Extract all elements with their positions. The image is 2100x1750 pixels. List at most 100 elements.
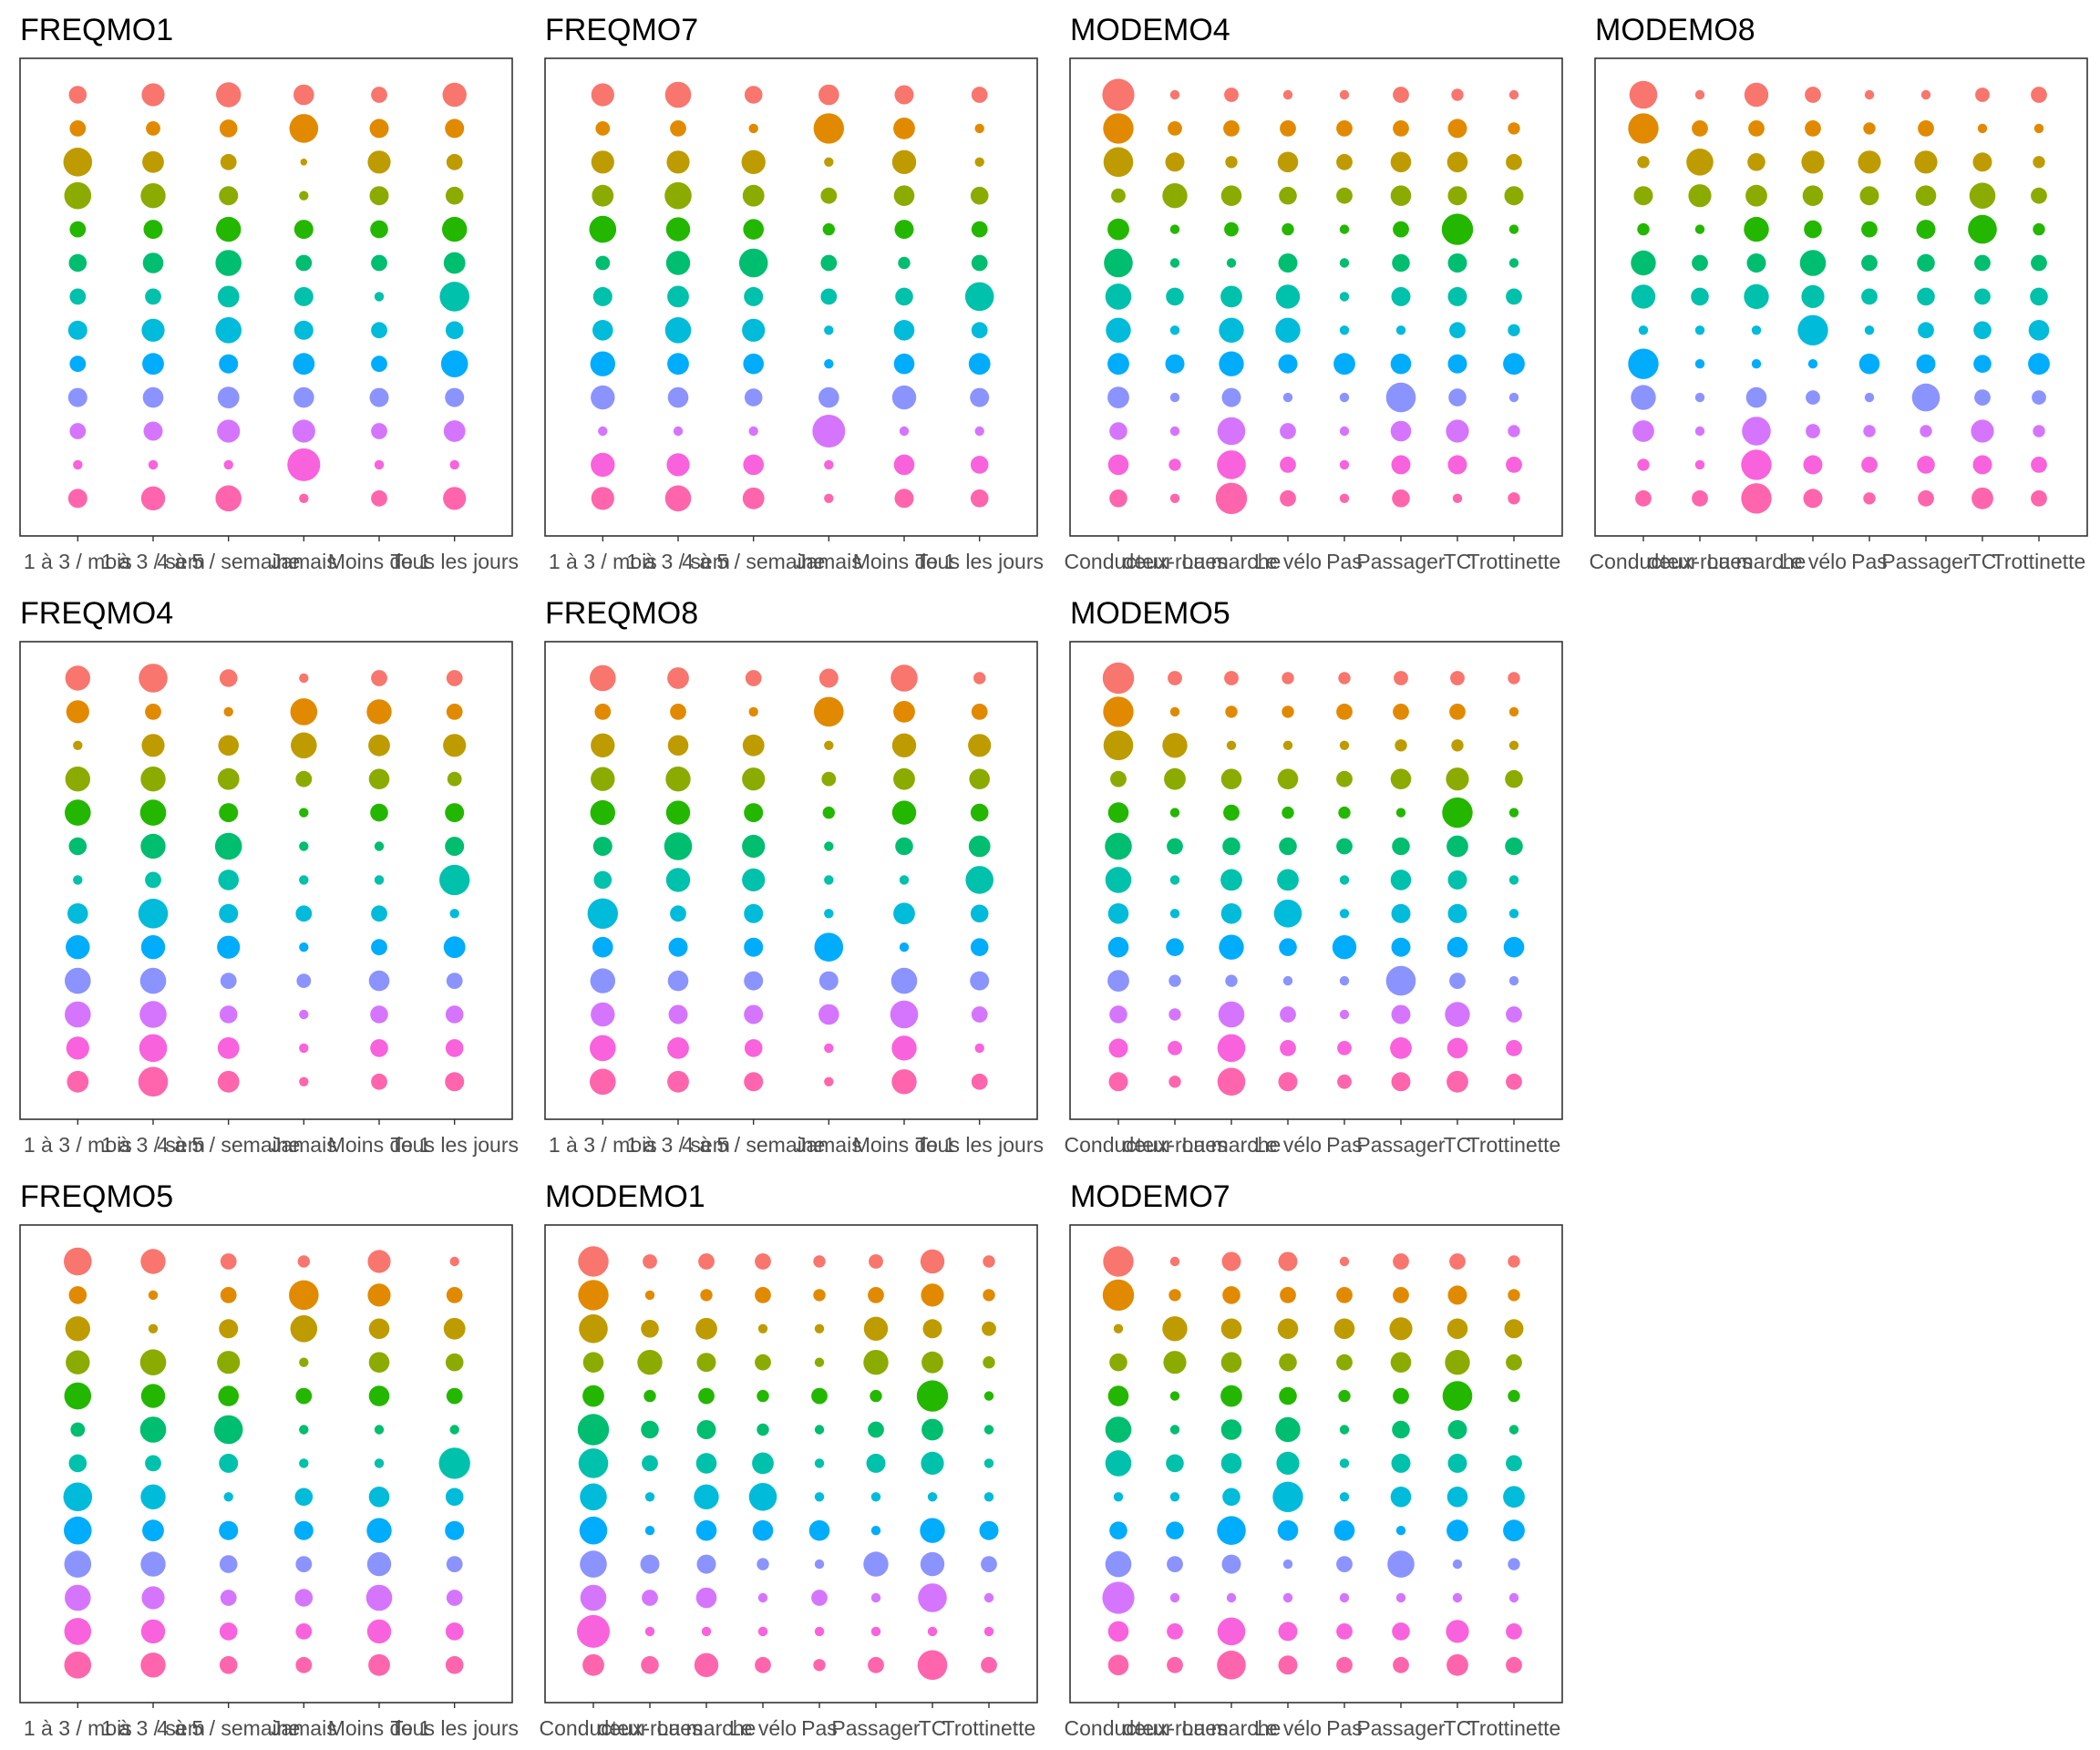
dot-3-2 — [742, 767, 766, 791]
dot-11-1 — [1167, 1623, 1183, 1640]
dot-8-4 — [1333, 353, 1355, 376]
x-tick-label: Jamais — [271, 550, 337, 573]
dot-2-0 — [1113, 1323, 1124, 1334]
dot-5-2 — [215, 250, 242, 276]
dot-2-4 — [1336, 153, 1353, 170]
dot-5-7 — [1508, 258, 1519, 268]
plot-frame — [544, 641, 1038, 1120]
dot-0-5 — [1394, 671, 1408, 685]
dot-7-3 — [1272, 1481, 1303, 1513]
dot-2-0 — [65, 1316, 91, 1342]
dot-11-4 — [1337, 1041, 1352, 1055]
dot-1-4 — [1336, 704, 1353, 720]
dot-8-3 — [1277, 1519, 1299, 1541]
dot-0-3 — [293, 84, 314, 106]
x-tick-label: Conducteur — [1065, 550, 1173, 573]
dot-3-4 — [814, 1357, 825, 1367]
dot-7-1 — [664, 317, 692, 344]
dot-3-1 — [665, 767, 691, 792]
dot-5-7 — [1508, 1425, 1519, 1435]
dot-5-5 — [1392, 1420, 1410, 1439]
dot-0-4 — [1339, 89, 1350, 100]
dot-1-5 — [1918, 120, 1934, 137]
dot-11-3 — [824, 459, 834, 470]
dot-4-4 — [1861, 221, 1878, 238]
dot-10-5 — [443, 420, 466, 442]
dot-0-4 — [894, 85, 914, 105]
dot-10-1 — [1694, 426, 1705, 437]
dot-11-7 — [2031, 457, 2047, 473]
dot-9-4 — [1339, 392, 1350, 403]
dot-4-4 — [1339, 224, 1350, 234]
dot-12-2 — [1217, 1651, 1246, 1680]
x-tick-label: 4 à 5 / semaine — [157, 1716, 300, 1740]
dot-7-2 — [744, 903, 764, 923]
dot-3-0 — [592, 184, 614, 207]
dot-3-2 — [742, 184, 765, 207]
dot-5-3 — [1799, 250, 1827, 276]
dot-4-5 — [442, 216, 468, 242]
dot-4-5 — [445, 803, 465, 823]
dot-3-5 — [1915, 185, 1937, 206]
dot-12-1 — [1168, 1076, 1181, 1088]
dot-12-4 — [368, 1653, 390, 1676]
dot-1-7 — [2033, 123, 2044, 134]
dot-6-0 — [73, 875, 83, 885]
dot-4-7 — [1508, 1389, 1520, 1403]
dot-8-3 — [293, 353, 315, 376]
dot-11-0 — [591, 452, 615, 478]
dot-10-1 — [673, 426, 684, 437]
dot-5-0 — [68, 253, 88, 273]
dot-10-5 — [446, 1590, 463, 1606]
x-tick-label: Moins de 1 — [328, 1133, 431, 1157]
x-tick-label: Trottinette — [1992, 550, 2086, 573]
dot-1-2 — [748, 123, 758, 134]
dot-7-7 — [1508, 324, 1520, 336]
dot-5-2 — [214, 832, 242, 860]
dot-7-6 — [1973, 321, 1992, 340]
dot-6-0 — [1105, 283, 1132, 310]
dot-12-5 — [970, 489, 989, 508]
dot-1-0 — [66, 700, 89, 724]
dot-10-3 — [1280, 1006, 1296, 1023]
dot-1-2 — [1748, 120, 1765, 137]
x-tick-label: Jamais — [271, 1716, 337, 1740]
dot-6-4 — [1339, 292, 1350, 302]
dot-9-0 — [1631, 385, 1656, 410]
dot-6-1 — [1166, 1454, 1184, 1473]
dot-4-7 — [1508, 808, 1519, 818]
dot-12-2 — [1215, 482, 1248, 514]
dot-5-5 — [1917, 253, 1935, 273]
x-tick-label: Jamais — [796, 1133, 862, 1157]
dot-8-5 — [445, 1520, 465, 1540]
dot-2-0 — [63, 148, 93, 177]
dot-9-2 — [696, 1554, 716, 1574]
dot-6-4 — [1861, 288, 1878, 305]
dot-9-5 — [446, 1556, 463, 1572]
dot-2-1 — [1165, 152, 1185, 172]
dot-3-1 — [1688, 184, 1712, 208]
dot-4-3 — [1282, 806, 1294, 819]
dot-8-4 — [899, 942, 910, 952]
dot-0-0 — [1102, 662, 1135, 695]
dot-2-0 — [1103, 730, 1134, 761]
dot-12-5 — [971, 1073, 988, 1090]
dot-3-0 — [65, 767, 91, 792]
dot-8-0 — [64, 1516, 92, 1545]
dot-4-2 — [1224, 221, 1239, 237]
dot-0-3 — [1805, 87, 1821, 103]
dot-6-1 — [1166, 287, 1184, 306]
dot-8-3 — [1279, 938, 1297, 956]
dot-8-0 — [1107, 936, 1129, 958]
dot-2-0 — [1103, 147, 1134, 178]
dot-1-0 — [68, 1286, 88, 1304]
dot-3-0 — [1109, 1353, 1127, 1372]
dot-7-5 — [445, 1488, 464, 1507]
dot-10-2 — [695, 1587, 717, 1609]
dot-4-2 — [218, 1385, 239, 1406]
dot-3-0 — [66, 1350, 90, 1374]
dot-8-1 — [1166, 1521, 1184, 1539]
dot-7-2 — [1222, 1488, 1240, 1507]
dot-5-1 — [139, 1416, 167, 1443]
